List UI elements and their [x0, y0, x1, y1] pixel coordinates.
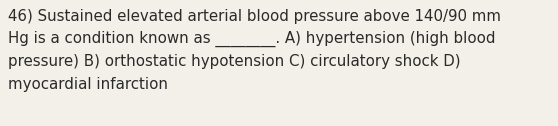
Text: 46) Sustained elevated arterial blood pressure above 140/90 mm
Hg is a condition: 46) Sustained elevated arterial blood pr… — [8, 9, 502, 92]
